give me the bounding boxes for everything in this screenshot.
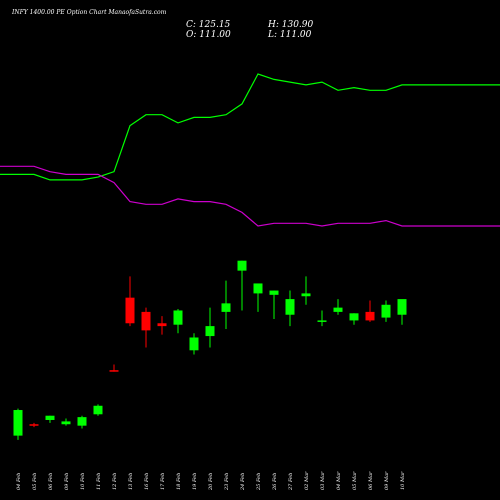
candle-body [317,320,327,322]
candle-body [237,260,247,271]
x-tick-label: 13 Feb [128,473,134,490]
x-tick-label: 03 Mar [320,471,326,490]
candle-body [301,293,311,297]
candle-body [61,421,71,425]
candle-body [221,303,231,312]
candle-body [205,326,215,337]
x-tick-label: 04 Feb [16,473,22,490]
candle-body [109,370,119,372]
candle-body [141,311,151,331]
x-tick-label: 26 Feb [272,473,278,491]
candle-body [29,424,39,426]
x-tick-label: 05 Feb [32,473,38,490]
x-tick-label: 12 Feb [112,473,118,490]
candle-body [157,323,167,327]
lower-band-line [0,165,500,227]
candle-body [365,311,375,321]
x-tick-label: 09 Mar [384,471,390,490]
x-tick-label: 17 Feb [160,473,166,490]
candle-body [333,307,343,312]
candle-body [173,310,183,325]
x-tick-label: 24 Feb [240,473,246,491]
x-tick-label: 25 Feb [256,473,262,491]
x-tick-label: 06 Mar [368,471,374,490]
candle-body [253,283,263,294]
candle-body [189,337,199,351]
candle-body [13,410,23,436]
x-tick-label: 23 Feb [224,473,230,491]
candle-body [349,313,359,321]
upper-band-line [0,73,500,181]
candle-body [285,299,295,315]
candle-body [77,417,87,426]
candle-body [45,415,55,420]
low-label: L: 111.00 [268,30,312,40]
candle-body [397,299,407,315]
close-label: C: 125.15 [186,20,231,30]
chart-title: INFY 1400.00 PE Option Chart ManaofaSutr… [12,9,167,16]
high-label: H: 130.90 [268,20,314,30]
x-tick-label: 10 Mar [400,471,406,490]
candle-body [269,290,279,295]
x-tick-label: 16 Feb [144,473,150,490]
open-label: O: 111.00 [186,30,231,40]
x-tick-label: 19 Feb [192,473,198,490]
x-tick-label: 11 Feb [96,473,102,490]
x-tick-label: 02 Mar [304,471,310,490]
x-tick-label: 18 Feb [176,473,182,490]
x-tick-label: 27 Feb [288,473,294,491]
x-tick-label: 20 Feb [208,473,214,491]
x-tick-label: 10 Feb [80,473,86,490]
x-tick-label: 05 Mar [352,471,358,490]
x-tick-label: 06 Feb [48,473,54,490]
x-tick-label: 04 Mar [336,471,342,490]
candle-body [381,304,391,318]
candle-body [125,297,135,324]
x-tick-label: 09 Feb [64,473,70,490]
candle-body [93,405,103,415]
